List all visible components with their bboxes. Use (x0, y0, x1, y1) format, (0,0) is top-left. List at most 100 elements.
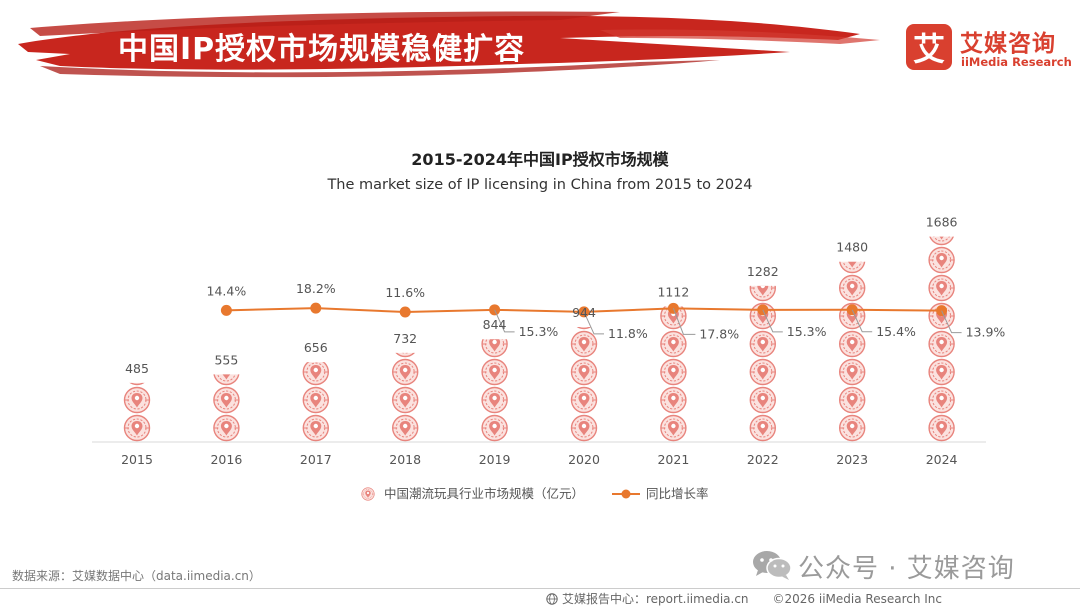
bar-value-label-2015: 485 (125, 361, 149, 376)
bar-icon (928, 414, 955, 442)
x-tick-label-2018: 2018 (389, 452, 421, 467)
bar-icon (928, 274, 955, 302)
bar-value-label-2024: 1686 (926, 215, 958, 230)
bar-icon (572, 276, 597, 301)
bar-icon (392, 358, 419, 386)
bar-icon (928, 246, 955, 274)
bar-icon (660, 386, 687, 414)
bar-icon (839, 414, 866, 442)
leader-line (583, 311, 604, 335)
bar-icon (749, 414, 776, 442)
leader-line (494, 309, 515, 333)
bar-icon (213, 386, 240, 414)
bar-icon (928, 330, 955, 358)
leader-line (851, 309, 873, 333)
x-tick-label-2023: 2023 (836, 452, 868, 467)
bar-icon (749, 358, 776, 386)
bar-value-label-2023: 1480 (836, 240, 868, 255)
bar-icon (302, 414, 329, 442)
bar-icon (481, 386, 508, 414)
growth-label-2024: 13.9% (966, 325, 1006, 340)
bar-icon (570, 330, 598, 358)
x-tick-label-2021: 2021 (657, 452, 689, 467)
bar-icon (928, 358, 955, 386)
bar-icon (123, 386, 151, 414)
legend-bar-label: 中国潮流玩具行业市场规模（亿元） (384, 486, 584, 501)
bar-value-label-2017: 656 (304, 340, 328, 355)
growth-point-2017 (310, 302, 322, 314)
footer-text: 艾媒报告中心：report.iimedia.cn ©2026 iiMedia R… (562, 592, 943, 606)
page-title: 中国IP授权市场规模稳健扩容 (118, 32, 526, 67)
growth-label-2019: 15.3% (519, 324, 559, 339)
bar-icon (570, 358, 598, 386)
bar-icon (481, 358, 508, 386)
growth-label-2022: 15.3% (787, 324, 827, 339)
growth-label-2020: 11.8% (608, 326, 648, 341)
bar-icon (570, 386, 598, 414)
bar-icon (839, 386, 866, 414)
x-tick-label-2019: 2019 (479, 452, 511, 467)
bar-value-label-2022: 1282 (747, 264, 779, 279)
footer: 艾媒报告中心：report.iimedia.cn ©2026 iiMedia R… (546, 590, 942, 607)
growth-label-2017: 18.2% (296, 281, 336, 296)
bar-value-label-2016: 555 (214, 352, 238, 367)
bar-icon (123, 414, 151, 442)
bar-icon (125, 332, 150, 357)
bar-value-label-2019: 844 (483, 317, 507, 332)
growth-point-2018 (399, 306, 411, 318)
bar-2016 (213, 374, 240, 442)
bar-icon (749, 330, 776, 358)
growth-label-2023: 15.4% (876, 324, 916, 339)
footer-divider (0, 588, 1080, 589)
bar-icon (660, 358, 687, 386)
growth-label-2018: 11.6% (385, 285, 425, 300)
logo-name-cn: 艾媒咨询 (960, 31, 1056, 57)
chart-subtitle: The market size of IP licensing in China… (327, 177, 753, 193)
legend-line-label: 同比增长率 (646, 486, 709, 501)
leader-line (762, 309, 783, 333)
leader-line (941, 310, 962, 334)
bar-value-label-2018: 732 (393, 331, 417, 346)
bar-icon (839, 330, 866, 358)
bar-icon (839, 274, 866, 302)
bar-value-label-2020: 944 (572, 305, 596, 320)
x-tick-label-2017: 2017 (300, 452, 332, 467)
bar-icon (749, 285, 776, 302)
bar-icon (839, 358, 866, 386)
bar-icon (928, 386, 955, 414)
bar-icon (929, 192, 954, 217)
wechat-icon (753, 551, 792, 580)
growth-label-2016: 14.4% (207, 283, 247, 298)
bar-icon (481, 414, 508, 442)
bar-icon (660, 414, 687, 442)
x-tick-label-2024: 2024 (926, 452, 958, 467)
bar-icon (570, 414, 598, 442)
x-tick-label-2015: 2015 (121, 452, 153, 467)
growth-point-2016 (220, 304, 232, 316)
growth-label-2021: 17.8% (699, 326, 739, 341)
bar-icon (481, 339, 508, 358)
bar-2021 (660, 306, 687, 442)
bar-2020 (570, 276, 598, 442)
logo-name-en: iiMedia Research (961, 55, 1072, 69)
brand-logo: 艾 艾媒咨询 iiMedia Research (906, 24, 1076, 74)
bar-icon (392, 414, 419, 442)
x-tick-label-2022: 2022 (747, 452, 779, 467)
title-brush-banner (18, 11, 880, 78)
leader-line (672, 308, 696, 335)
logo-mark: 艾 (906, 24, 952, 70)
bar-2018 (392, 352, 419, 442)
legend-bar-icon (361, 487, 375, 501)
wechat-watermark: 公众号 · 艾媒咨询 (752, 546, 1052, 584)
chart-title: 2015-2024年中国IP授权市场规模 (411, 150, 669, 169)
data-source: 数据来源：艾媒数据中心（data.iimedia.cn） (12, 569, 261, 583)
bar-icon (660, 330, 687, 358)
bar-icon (749, 386, 776, 414)
globe-icon (546, 593, 558, 605)
bar-icon (392, 386, 419, 414)
bar-icon (302, 386, 329, 414)
x-tick-label-2016: 2016 (210, 452, 242, 467)
bar-value-label-2021: 1112 (657, 285, 689, 300)
chart-legend: 中国潮流玩具行业市场规模（亿元） 同比增长率 (361, 486, 709, 501)
